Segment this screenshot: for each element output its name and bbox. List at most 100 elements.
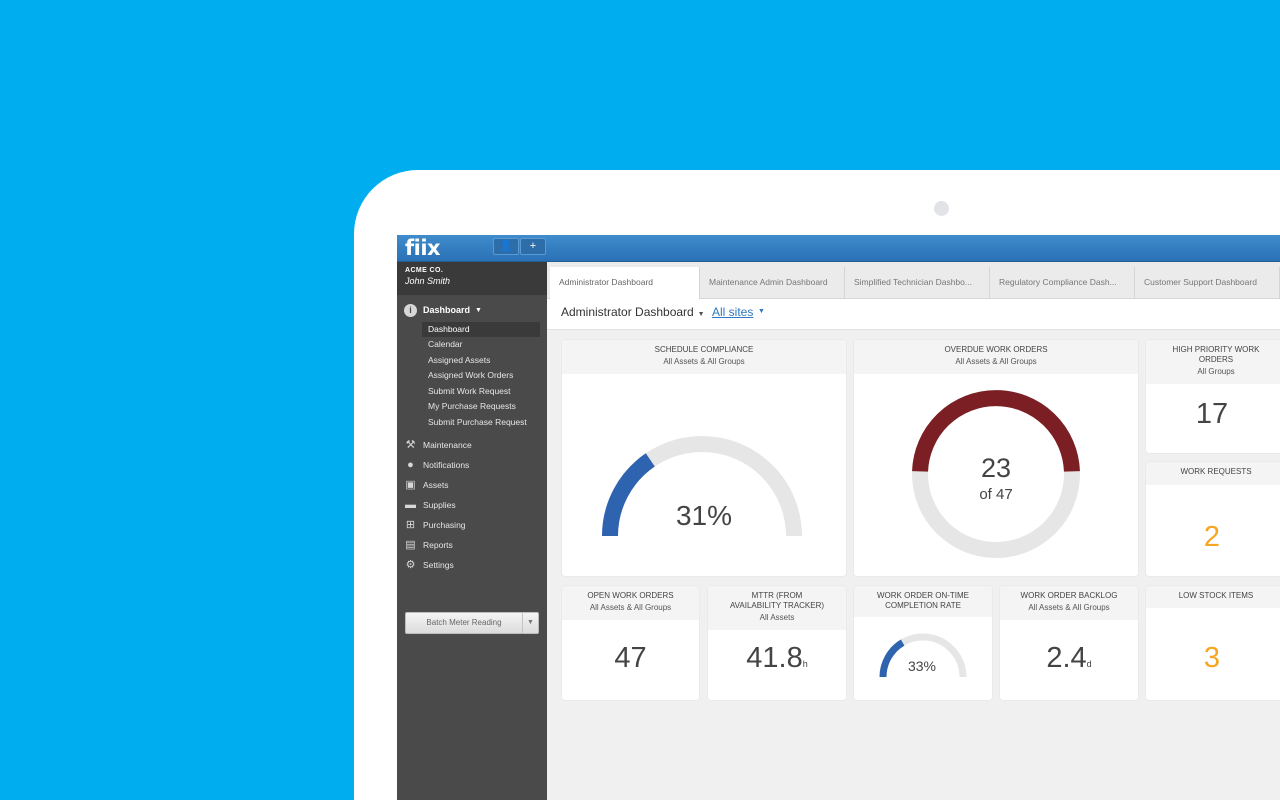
overdue-donut-chart bbox=[912, 390, 1080, 558]
batch-meter-reading-label: Batch Meter Reading bbox=[426, 618, 502, 627]
open-work-orders-card[interactable]: OPEN WORK ORDERS All Assets & All Groups… bbox=[562, 586, 699, 700]
webcam bbox=[934, 201, 949, 216]
mttr-card[interactable]: MTTR (FROM AVAILABILITY TRACKER) All Ass… bbox=[708, 586, 846, 700]
backlog-unit: d bbox=[1086, 659, 1092, 669]
sidebar-item-purchasing[interactable]: ⊞ Purchasing bbox=[404, 517, 466, 533]
sidebar-item-assets[interactable]: ▣ Assets bbox=[404, 477, 449, 493]
top-bar: fiix 👤 + bbox=[397, 235, 1280, 262]
sidebar-item-label: Settings bbox=[423, 560, 454, 570]
card-subtitle: All Assets & All Groups bbox=[589, 603, 672, 612]
donut-fill bbox=[912, 390, 1080, 472]
chevron-down-icon[interactable]: ▼ bbox=[522, 613, 538, 633]
overdue-count: 23 bbox=[980, 453, 1012, 483]
tab-simplified-technician-dashboard[interactable]: Simplified Technician Dashbo... bbox=[845, 267, 990, 299]
sidebar-item-label: Notifications bbox=[423, 460, 470, 470]
high-priority-work-orders-card[interactable]: HIGH PRIORITY WORK ORDERS All Groups 17 bbox=[1146, 340, 1280, 453]
tab-maintenance-admin-dashboard[interactable]: Maintenance Admin Dashboard bbox=[700, 267, 845, 299]
card-header: WORK ORDER ON-TIME COMPLETION RATE bbox=[854, 586, 992, 617]
tools-icon: ⚒ bbox=[405, 438, 416, 451]
overdue-work-orders-card[interactable]: OVERDUE WORK ORDERS All Assets & All Gro… bbox=[854, 340, 1138, 576]
high-priority-value: 17 bbox=[1195, 398, 1229, 430]
batch-meter-reading-button[interactable]: Batch Meter Reading ▼ bbox=[405, 612, 539, 634]
mttr-unit: h bbox=[802, 659, 808, 669]
account-panel: ACME CO. John Smith bbox=[397, 262, 547, 295]
user-icon[interactable]: 👤 bbox=[493, 238, 519, 255]
card-header: WORK ORDER BACKLOG All Assets & All Grou… bbox=[1000, 586, 1138, 620]
card-subtitle: All Assets bbox=[759, 613, 795, 622]
dashboard-header: Administrator Dashboard ▼ All sites ▼ bbox=[547, 299, 1280, 330]
sidebar-subitem-my-purchase-requests[interactable]: My Purchase Requests bbox=[428, 401, 516, 411]
low-stock-items-card[interactable]: LOW STOCK ITEMS 3 bbox=[1146, 586, 1280, 700]
sidebar-item-reports[interactable]: ▤ Reports bbox=[404, 537, 452, 553]
card-header: HIGH PRIORITY WORK ORDERS All Groups bbox=[1146, 340, 1280, 384]
sidebar-subitem-assigned-assets[interactable]: Assigned Assets bbox=[428, 355, 491, 365]
schedule-compliance-card[interactable]: SCHEDULE COMPLIANCE All Assets & All Gro… bbox=[562, 340, 846, 576]
sidebar-item-notifications[interactable]: ● Notifications bbox=[404, 457, 469, 473]
chevron-down-icon: ▼ bbox=[475, 306, 482, 314]
page-title[interactable]: Administrator Dashboard ▼ bbox=[561, 305, 705, 319]
sidebar-item-maintenance[interactable]: ⚒ Maintenance bbox=[404, 437, 472, 453]
backlog-value: 2.4 bbox=[1046, 642, 1087, 674]
company-name: ACME CO. bbox=[405, 267, 444, 274]
work-requests-card[interactable]: WORK REQUESTS 2 bbox=[1146, 462, 1280, 576]
page-title-text: Administrator Dashboard bbox=[561, 305, 694, 319]
card-title: SCHEDULE COMPLIANCE bbox=[654, 345, 754, 354]
sidebar-item-supplies[interactable]: ▬ Supplies bbox=[404, 497, 456, 513]
tab-customer-support-dashboard[interactable]: Customer Support Dashboard bbox=[1135, 267, 1280, 299]
open-work-orders-value: 47 bbox=[614, 642, 647, 674]
card-subtitle: All Groups bbox=[1197, 367, 1235, 376]
sidebar-subitem-dashboard[interactable]: Dashboard bbox=[422, 322, 540, 337]
chevron-down-icon: ▼ bbox=[695, 311, 705, 318]
on-time-gauge bbox=[879, 633, 967, 678]
card-header: OVERDUE WORK ORDERS All Assets & All Gro… bbox=[854, 340, 1138, 374]
card-title: WORK ORDER ON-TIME COMPLETION RATE bbox=[877, 591, 969, 610]
dashboard-icon: i bbox=[404, 303, 417, 317]
card-title: LOW STOCK ITEMS bbox=[1178, 591, 1254, 600]
card-title: OVERDUE WORK ORDERS bbox=[944, 345, 1048, 354]
sidebar-subitem-submit-work-request[interactable]: Submit Work Request bbox=[428, 386, 511, 396]
tab-regulatory-compliance-dashboard[interactable]: Regulatory Compliance Dash... bbox=[990, 267, 1135, 299]
plus-icon[interactable]: + bbox=[520, 238, 546, 255]
gauge-fill bbox=[879, 639, 905, 678]
chat-bubble-icon: ● bbox=[407, 458, 414, 471]
sidebar: ACME CO. John Smith i Dashboard ▼ Dashbo… bbox=[397, 262, 547, 800]
work-order-backlog-card[interactable]: WORK ORDER BACKLOG All Assets & All Grou… bbox=[1000, 586, 1138, 700]
on-time-value: 33% bbox=[907, 658, 937, 674]
dashboard-tabs: Administrator Dashboard Maintenance Admi… bbox=[547, 262, 1280, 300]
schedule-compliance-value: 31% bbox=[675, 500, 733, 531]
site-filter-link[interactable]: All sites bbox=[712, 305, 754, 319]
card-header: MTTR (FROM AVAILABILITY TRACKER) All Ass… bbox=[708, 586, 846, 630]
work-requests-value: 2 bbox=[1203, 521, 1221, 553]
gear-icon: ⚙ bbox=[405, 558, 416, 571]
box-icon: ▣ bbox=[405, 478, 416, 491]
sidebar-item-label: Maintenance bbox=[423, 440, 472, 450]
sidebar-item-settings[interactable]: ⚙ Settings bbox=[404, 557, 454, 573]
tab-administrator-dashboard[interactable]: Administrator Dashboard bbox=[550, 267, 700, 300]
card-title: MTTR (FROM AVAILABILITY TRACKER) bbox=[729, 591, 825, 610]
mttr-value: 41.8 bbox=[746, 642, 803, 674]
chevron-down-icon[interactable]: ▼ bbox=[758, 308, 765, 315]
schedule-compliance-gauge bbox=[602, 436, 802, 537]
backlog-value-wrap: 2.4d bbox=[1000, 642, 1138, 675]
sidebar-item-label: Assets bbox=[423, 480, 449, 490]
sidebar-item-dashboard[interactable]: i Dashboard ▼ bbox=[404, 302, 482, 318]
sidebar-subitem-assigned-work-orders[interactable]: Assigned Work Orders bbox=[428, 370, 514, 380]
overdue-of-total: of 47 bbox=[979, 486, 1013, 503]
sidebar-subitem-submit-purchase-request[interactable]: Submit Purchase Request bbox=[428, 417, 527, 427]
user-name[interactable]: John Smith bbox=[405, 276, 451, 286]
main-content: Administrator Dashboard Maintenance Admi… bbox=[547, 262, 1280, 800]
card-title: HIGH PRIORITY WORK ORDERS bbox=[1172, 345, 1260, 364]
on-time-completion-card[interactable]: WORK ORDER ON-TIME COMPLETION RATE 33% bbox=[854, 586, 992, 700]
low-stock-value: 3 bbox=[1203, 642, 1221, 674]
sidebar-subitem-calendar[interactable]: Calendar bbox=[428, 339, 463, 349]
sidebar-item-label: Dashboard bbox=[423, 305, 471, 315]
truck-icon: ▬ bbox=[405, 498, 416, 511]
app-screen: fiix 👤 + ACME CO. John Smith i Dashboard… bbox=[397, 235, 1280, 800]
card-subtitle: All Assets & All Groups bbox=[1028, 603, 1110, 612]
fiix-logo[interactable]: fiix bbox=[405, 236, 441, 260]
card-header: OPEN WORK ORDERS All Assets & All Groups bbox=[562, 586, 699, 620]
card-title: WORK REQUESTS bbox=[1180, 467, 1252, 476]
gauge-fill bbox=[602, 453, 655, 537]
card-header: WORK REQUESTS bbox=[1146, 462, 1280, 485]
card-subtitle: All Assets & All Groups bbox=[955, 357, 1037, 366]
